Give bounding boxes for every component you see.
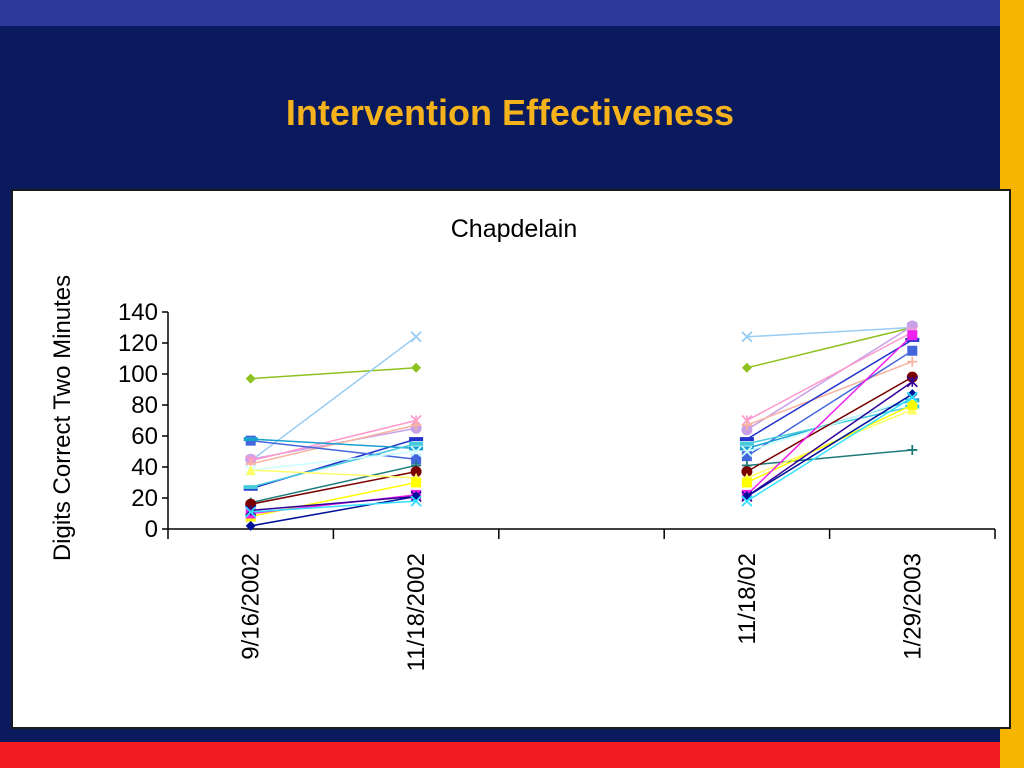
data-point	[245, 373, 256, 384]
axes: 0 20 40 60 80 100 120 140 9/16/2002 11/18/2002 11/…	[118, 299, 996, 671]
series-line-segment	[746, 449, 913, 467]
series-18	[245, 391, 918, 518]
y-tick-label: 100	[118, 361, 158, 388]
series-7	[245, 345, 918, 465]
y-tick-label: 20	[131, 485, 158, 512]
series-8	[243, 398, 920, 451]
series-line-segment	[746, 325, 913, 431]
series-line-segment	[250, 500, 417, 513]
series-12	[245, 371, 918, 510]
series-1	[245, 322, 918, 384]
x-tick-label: 11/18/02	[734, 553, 761, 645]
series-line-segment	[746, 350, 913, 457]
series-line-segment	[746, 376, 913, 473]
y-tick-label: 140	[118, 299, 158, 326]
data-point	[410, 331, 422, 343]
series-line-segment	[250, 469, 417, 479]
series-line-segment	[746, 339, 913, 440]
data-point	[741, 451, 752, 462]
data-point	[409, 446, 424, 451]
data-point	[243, 485, 258, 490]
series-line-segment	[746, 381, 913, 498]
series-6	[243, 337, 920, 491]
series-line-segment	[746, 393, 913, 498]
data-point	[741, 495, 753, 507]
series-line-segment	[250, 424, 417, 465]
series-line-segment	[746, 326, 913, 338]
y-tick-label: 120	[118, 330, 158, 357]
series-line-segment	[746, 404, 913, 484]
top-bar	[0, 0, 1000, 26]
series-line-segment	[250, 439, 417, 460]
data-point	[739, 441, 754, 446]
series-line-segment	[746, 331, 913, 422]
data-point	[907, 444, 918, 455]
series-11	[245, 444, 918, 508]
data-point	[907, 330, 918, 341]
y-axis-label: Digits Correct Two Minutes	[49, 275, 76, 561]
data-point	[245, 506, 257, 518]
series-line-segment	[250, 464, 417, 504]
data-point	[245, 504, 257, 516]
series-group	[243, 320, 920, 531]
series-line-segment	[250, 495, 417, 512]
series-line-segment	[250, 367, 417, 380]
data-point	[907, 345, 918, 356]
y-tick-label: 0	[145, 516, 158, 543]
data-point	[741, 331, 753, 343]
y-tick-label: 80	[131, 392, 158, 419]
data-point	[410, 445, 422, 458]
data-point	[410, 466, 422, 478]
data-point	[906, 376, 918, 388]
series-line-segment	[250, 443, 417, 488]
series-line-segment	[746, 326, 913, 369]
chart-panel: Chapdelain Digits Correct Two Minutes 0 2…	[11, 189, 1011, 729]
data-point	[741, 477, 752, 488]
data-point	[906, 391, 918, 403]
series-line-segment	[746, 360, 913, 426]
data-point	[739, 446, 754, 451]
y-tick-label: 40	[131, 454, 158, 481]
line-chart: Chapdelain Digits Correct Two Minutes 0 2…	[49, 215, 996, 671]
data-point	[410, 495, 422, 507]
bottom-accent-stripe	[0, 742, 1000, 768]
data-point	[741, 445, 753, 458]
series-line-segment	[746, 334, 913, 496]
series-15	[245, 330, 918, 519]
data-point	[907, 356, 918, 367]
data-point	[409, 441, 424, 446]
data-point	[409, 437, 424, 442]
series-line-segment	[250, 495, 417, 527]
x-tick-label: 9/16/2002	[238, 553, 265, 660]
data-point	[907, 389, 918, 400]
data-point	[739, 437, 754, 442]
data-point	[411, 477, 422, 488]
y-tick-label: 60	[131, 423, 158, 450]
x-tick-label: 1/29/2003	[899, 553, 926, 660]
series-line-segment	[250, 336, 417, 462]
data-point	[907, 400, 918, 410]
data-point	[243, 437, 258, 442]
series-line-segment	[746, 396, 913, 502]
data-point	[245, 465, 256, 476]
data-point	[741, 420, 752, 431]
data-point	[245, 520, 256, 531]
data-point	[741, 362, 752, 373]
series-line-segment	[250, 450, 417, 471]
x-tick-label: 11/18/2002	[403, 553, 430, 671]
data-point	[411, 454, 422, 465]
data-point	[741, 466, 753, 478]
series-3	[245, 320, 918, 465]
series-10	[245, 393, 918, 476]
data-point	[411, 420, 422, 431]
chart-title: Chapdelain	[451, 215, 578, 243]
series-line-segment	[250, 438, 417, 450]
series-line-segment	[250, 419, 417, 462]
slide-title: Intervention Effectiveness	[285, 92, 735, 133]
data-point	[411, 362, 422, 373]
